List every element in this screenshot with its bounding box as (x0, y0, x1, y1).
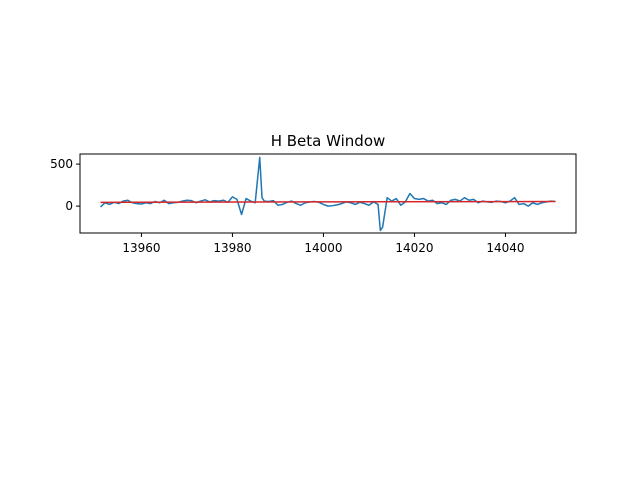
y-tick-label: 500 (50, 157, 73, 171)
x-tick-label: 14000 (304, 241, 342, 255)
x-tick-label: 13980 (213, 241, 251, 255)
x-axis-ticks: 13960 13980 14000 14020 14040 (122, 233, 525, 255)
x-tick-label: 14040 (486, 241, 524, 255)
chart-title: H Beta Window (271, 132, 386, 150)
continuum-fit-line (100, 200, 556, 204)
x-tick-label: 14020 (395, 241, 433, 255)
y-axis-ticks: 0 500 (50, 157, 80, 213)
x-tick-label: 13960 (122, 241, 160, 255)
y-tick-label: 0 (65, 199, 73, 213)
axes-frame (79, 153, 577, 234)
plot-series (99, 156, 556, 232)
